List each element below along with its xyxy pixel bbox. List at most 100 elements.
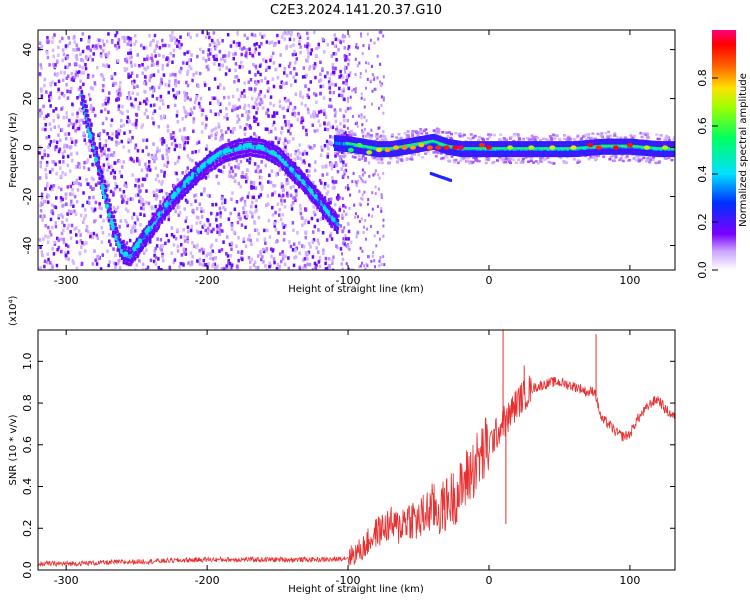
noise-cell bbox=[212, 127, 216, 132]
noise-cell bbox=[209, 52, 212, 56]
noise-cell bbox=[365, 86, 367, 90]
ridge-center-core bbox=[557, 147, 560, 150]
noise-cell bbox=[189, 107, 193, 112]
noise-cell bbox=[148, 56, 151, 60]
halo-cell bbox=[533, 137, 537, 141]
halo-cell bbox=[509, 136, 513, 139]
ridge-center-cell bbox=[596, 142, 599, 146]
halo-cell bbox=[448, 131, 451, 134]
halo-cell bbox=[335, 127, 338, 131]
halo-cell bbox=[384, 138, 387, 141]
ridge-center-cell bbox=[422, 135, 426, 139]
noise-cell bbox=[150, 215, 153, 219]
noise-cell bbox=[331, 125, 335, 129]
ridge-center-cell bbox=[403, 151, 407, 155]
noise-cell bbox=[117, 104, 121, 108]
noise-cell bbox=[271, 213, 275, 217]
noise-cell bbox=[64, 44, 68, 48]
ridge-center-cell bbox=[509, 141, 512, 145]
ridge-center-cell bbox=[478, 153, 481, 158]
noise-cell bbox=[107, 64, 111, 69]
noise-cell bbox=[222, 54, 225, 58]
ridge-center-cell bbox=[572, 141, 575, 145]
noise-cell bbox=[91, 44, 95, 49]
ridge-center-cell bbox=[406, 138, 409, 142]
noise-cell bbox=[282, 32, 285, 36]
noise-cell bbox=[342, 87, 345, 91]
noise-cell bbox=[317, 110, 321, 114]
noise-cell bbox=[250, 242, 253, 246]
halo-cell bbox=[390, 135, 394, 138]
ridge-center-cell bbox=[572, 150, 575, 154]
ridge-center-cell bbox=[564, 153, 568, 158]
noise-cell bbox=[43, 77, 47, 82]
noise-cell bbox=[297, 33, 301, 38]
halo-cell bbox=[520, 139, 524, 142]
ridge-center-cell bbox=[431, 146, 434, 150]
noise-cell bbox=[283, 262, 287, 267]
noise-cell bbox=[152, 73, 156, 77]
noise-cell bbox=[175, 38, 178, 43]
noise-cell bbox=[243, 200, 247, 204]
noise-cell bbox=[349, 106, 352, 110]
noise-cell bbox=[72, 78, 75, 82]
noise-cell bbox=[268, 261, 271, 265]
noise-cell bbox=[189, 112, 192, 117]
noise-cell bbox=[367, 213, 370, 217]
halo-cell bbox=[406, 130, 410, 133]
noise-cell bbox=[180, 42, 183, 47]
noise-cell bbox=[178, 69, 181, 73]
noise-cell bbox=[200, 209, 203, 213]
noise-cell bbox=[97, 255, 100, 259]
ridge-center-core bbox=[544, 147, 547, 150]
noise-cell bbox=[360, 116, 363, 120]
noise-cell bbox=[365, 262, 368, 266]
ridge-center-cell bbox=[476, 150, 479, 154]
ridge-center-cell bbox=[533, 144, 536, 148]
noise-cell bbox=[336, 169, 340, 174]
noise-cell bbox=[167, 105, 170, 109]
noise-cell bbox=[130, 71, 134, 75]
noise-cell bbox=[129, 40, 132, 45]
noise-cell bbox=[87, 73, 90, 78]
noise-cell bbox=[141, 71, 144, 75]
ridge-center-cell bbox=[495, 150, 498, 154]
noise-cell bbox=[154, 204, 157, 209]
noise-cell bbox=[218, 138, 222, 142]
halo-cell bbox=[531, 136, 535, 139]
noise-cell bbox=[347, 175, 350, 179]
spectrogram-heatmap bbox=[38, 30, 675, 270]
halo-cell bbox=[460, 156, 464, 160]
noise-cell bbox=[308, 163, 311, 167]
noise-cell bbox=[176, 159, 180, 164]
noise-cell bbox=[66, 89, 69, 94]
noise-cell bbox=[112, 151, 116, 155]
noise-cell bbox=[133, 79, 136, 84]
noise-cell bbox=[272, 61, 276, 65]
noise-cell bbox=[360, 113, 363, 117]
halo-cell bbox=[645, 159, 648, 163]
noise-cell bbox=[331, 261, 334, 265]
noise-cell bbox=[128, 119, 132, 124]
noise-cell bbox=[103, 151, 106, 156]
halo-cell bbox=[613, 132, 617, 135]
noise-cell bbox=[118, 85, 122, 89]
noise-cell bbox=[182, 139, 185, 143]
noise-cell bbox=[52, 184, 56, 188]
noise-cell bbox=[295, 193, 298, 198]
noise-cell bbox=[198, 202, 202, 206]
noise-cell bbox=[295, 57, 298, 61]
halo-cell bbox=[663, 138, 667, 142]
noise-cell bbox=[65, 218, 69, 222]
ridge-center-cell bbox=[488, 153, 492, 158]
noise-cell bbox=[323, 144, 327, 148]
ridge-center-cell bbox=[382, 144, 385, 148]
ridge-center-cell bbox=[524, 153, 527, 158]
noise-cell bbox=[61, 204, 64, 208]
noise-cell bbox=[327, 266, 330, 270]
ridge-center-cell bbox=[449, 139, 452, 143]
noise-cell bbox=[71, 210, 75, 214]
noise-cell bbox=[208, 223, 212, 227]
noise-cell bbox=[72, 122, 76, 127]
